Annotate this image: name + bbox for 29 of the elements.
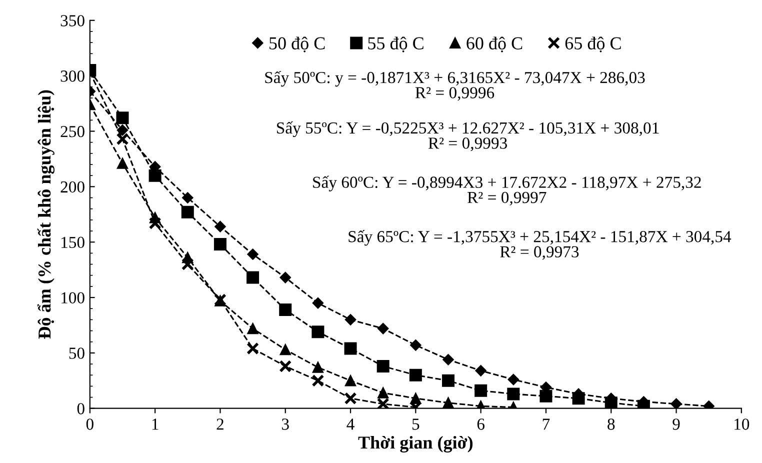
y-axis-title: Độ ẩm (% chất khô nguyên liệu) [37,90,54,339]
y-tick-label: 150 [62,236,84,248]
x-tick-label: 8 [608,418,615,430]
x-tick-label: 1 [152,418,158,430]
x-tick-label: 10 [734,418,750,430]
y-tick-label: 250 [60,126,84,138]
y-tick-label: 200 [60,181,84,193]
legend-label: 50 độ C [270,36,325,52]
x-tick-label: 7 [542,418,550,430]
x-tick-label: 2 [216,418,224,430]
x-axis-title: Thời gian (giờ) [358,436,473,453]
x-tick-label: 5 [412,418,420,430]
y-tick-label: 100 [62,292,84,304]
y-tick-label: 50 [69,348,84,359]
annotation: Sấy 65ºC: Y = -1,3755X³ + 25,154X² - 151,87X + 304,54 R² = 0,9973 [348,230,732,260]
annotation: Sấy 55ºC: Y = -0,5225X³ + 12.627X² - 105,31X + 308,01 R² = 0,9993 [277,121,659,152]
legend-label: 60 độ C [466,36,522,52]
annotation: Sấy 60ºC: Y = -0,8994X3 + 17.672X2 - 118,97X + 275,32 R² = 0,9997 [313,176,701,206]
x-tick-label: 3 [282,418,289,430]
y-tick-label: 350 [60,15,84,26]
y-tick-label: 0 [77,403,84,414]
x-tick-label: 4 [346,418,354,430]
y-tick-label: 300 [60,70,84,82]
legend-label: 55 độ C [368,36,424,52]
legend-label: 65 độ C [565,36,621,52]
x-tick-label: 6 [477,418,484,430]
x-tick-label: 9 [672,418,680,430]
x-tick-label: 0 [86,418,94,430]
annotation: Sấy 50ºC: y = -0,1871X³ + 6,3165X² - 73,047X + 286,03 R² = 0,9996 [265,70,645,101]
